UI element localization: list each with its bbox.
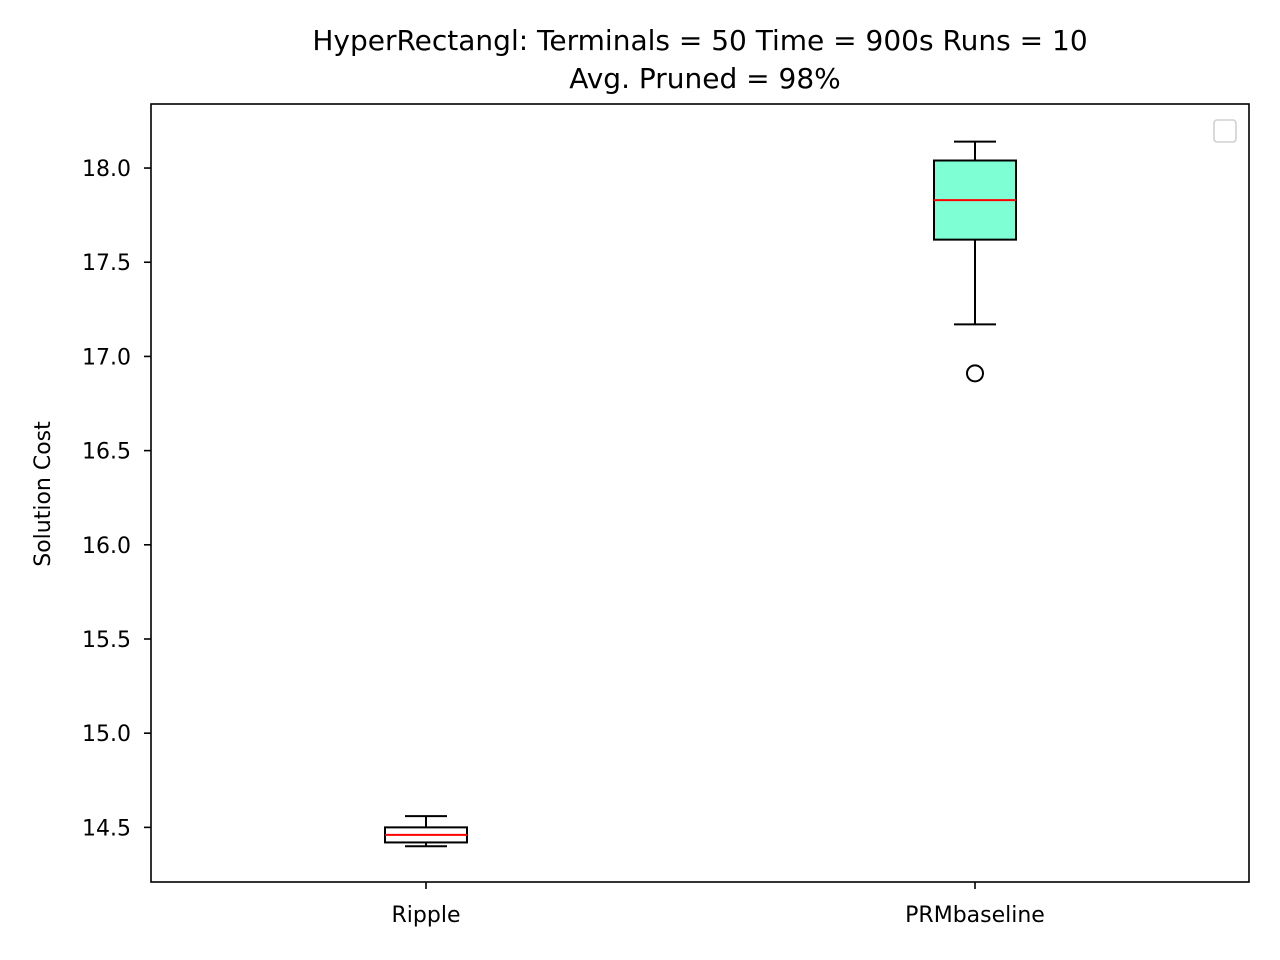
outlier-point xyxy=(966,364,984,383)
y-axis-label: Solution Cost xyxy=(31,421,56,567)
y-tick-label: 14.5 xyxy=(82,816,131,841)
y-tick-label: 17.0 xyxy=(82,345,131,370)
y-tick-label: 15.0 xyxy=(82,722,131,747)
chart-subtitle: Avg. Pruned = 98% xyxy=(569,62,841,95)
box-prmbaseline xyxy=(933,140,1017,383)
legend-box xyxy=(1213,119,1237,143)
chart-title: HyperRectangl: Terminals = 50 Time = 900… xyxy=(312,24,1087,57)
y-tick-label: 16.5 xyxy=(82,440,131,465)
box-series xyxy=(384,140,1017,848)
y-tick-label: 15.5 xyxy=(82,628,131,653)
x-tick-label: Ripple xyxy=(392,903,461,928)
x-tick-label: PRMbaseline xyxy=(905,903,1045,928)
y-tick-label: 18.0 xyxy=(82,157,131,182)
box-ripple xyxy=(384,815,468,848)
x-axis-ticks: Ripple PRMbaseline xyxy=(392,882,1045,928)
y-tick-label: 17.5 xyxy=(82,251,131,276)
y-tick-label: 16.0 xyxy=(82,534,131,559)
y-axis-ticks: 14.5 15.0 15.5 16.0 16.5 17.0 17.5 18.0 xyxy=(82,157,151,841)
plot-area-frame xyxy=(150,103,1250,883)
